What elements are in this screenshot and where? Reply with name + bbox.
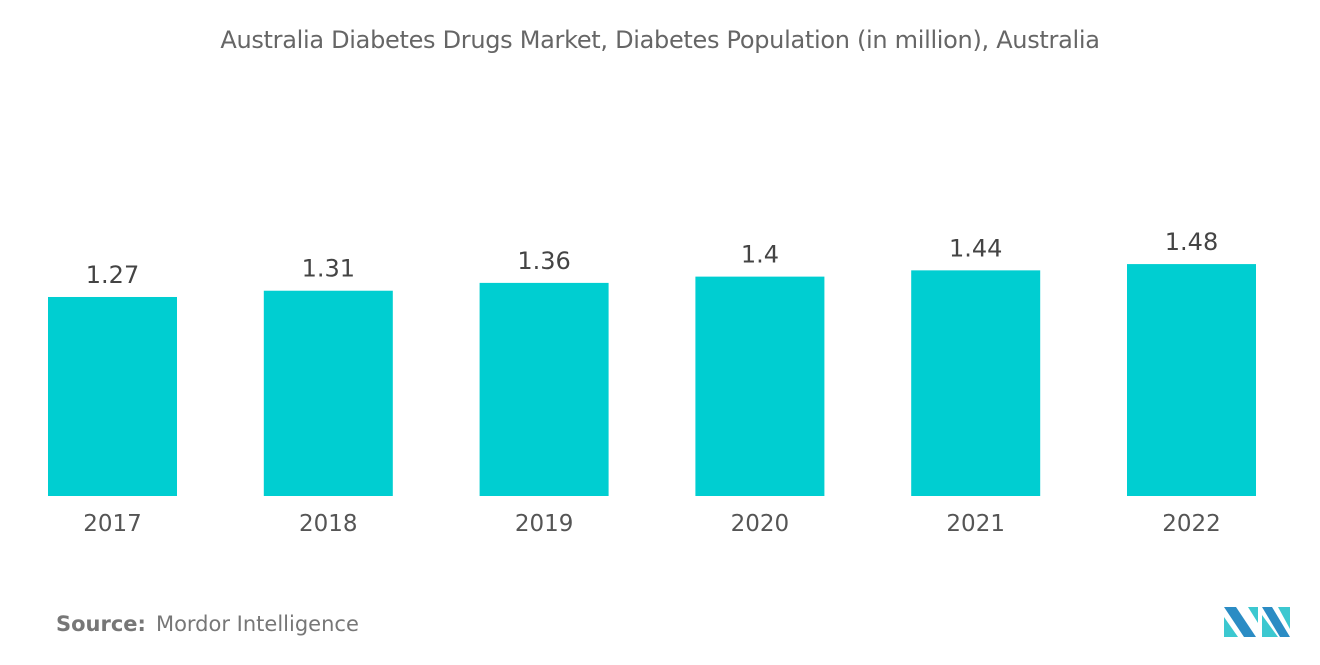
bar-2022 — [1127, 264, 1256, 496]
data-label: 1.36 — [517, 247, 570, 275]
data-label: 1.31 — [302, 255, 355, 283]
source-value: Mordor Intelligence — [155, 612, 359, 636]
mordor-logo — [1224, 607, 1290, 637]
bar-2019 — [479, 282, 609, 496]
x-tick-label: 2018 — [299, 511, 358, 537]
chart-title: Australia Diabetes Drugs Market, Diabete… — [220, 26, 1100, 54]
bar-2020 — [695, 276, 825, 496]
x-tick-label: 2020 — [731, 511, 790, 537]
x-tick-label: 2022 — [1162, 511, 1221, 537]
data-label: 1.4 — [741, 241, 779, 269]
x-tick-label: 2019 — [515, 511, 574, 537]
data-label: 1.27 — [86, 261, 139, 289]
source-label: Source: — [56, 612, 146, 636]
data-label: 1.48 — [1165, 228, 1218, 256]
bar-2017 — [48, 296, 177, 496]
data-label: 1.44 — [949, 234, 1002, 262]
bar-2018 — [263, 290, 393, 496]
bar-chart: 1.27 2017 1.31 2018 1.36 2019 1.4 2020 1.44 2021 1… — [48, 228, 1256, 537]
bar-2021 — [911, 270, 1041, 496]
source-note: Source: Mordor Intelligence — [56, 612, 359, 636]
x-tick-label: 2021 — [946, 511, 1005, 537]
x-tick-label: 2017 — [83, 511, 142, 537]
